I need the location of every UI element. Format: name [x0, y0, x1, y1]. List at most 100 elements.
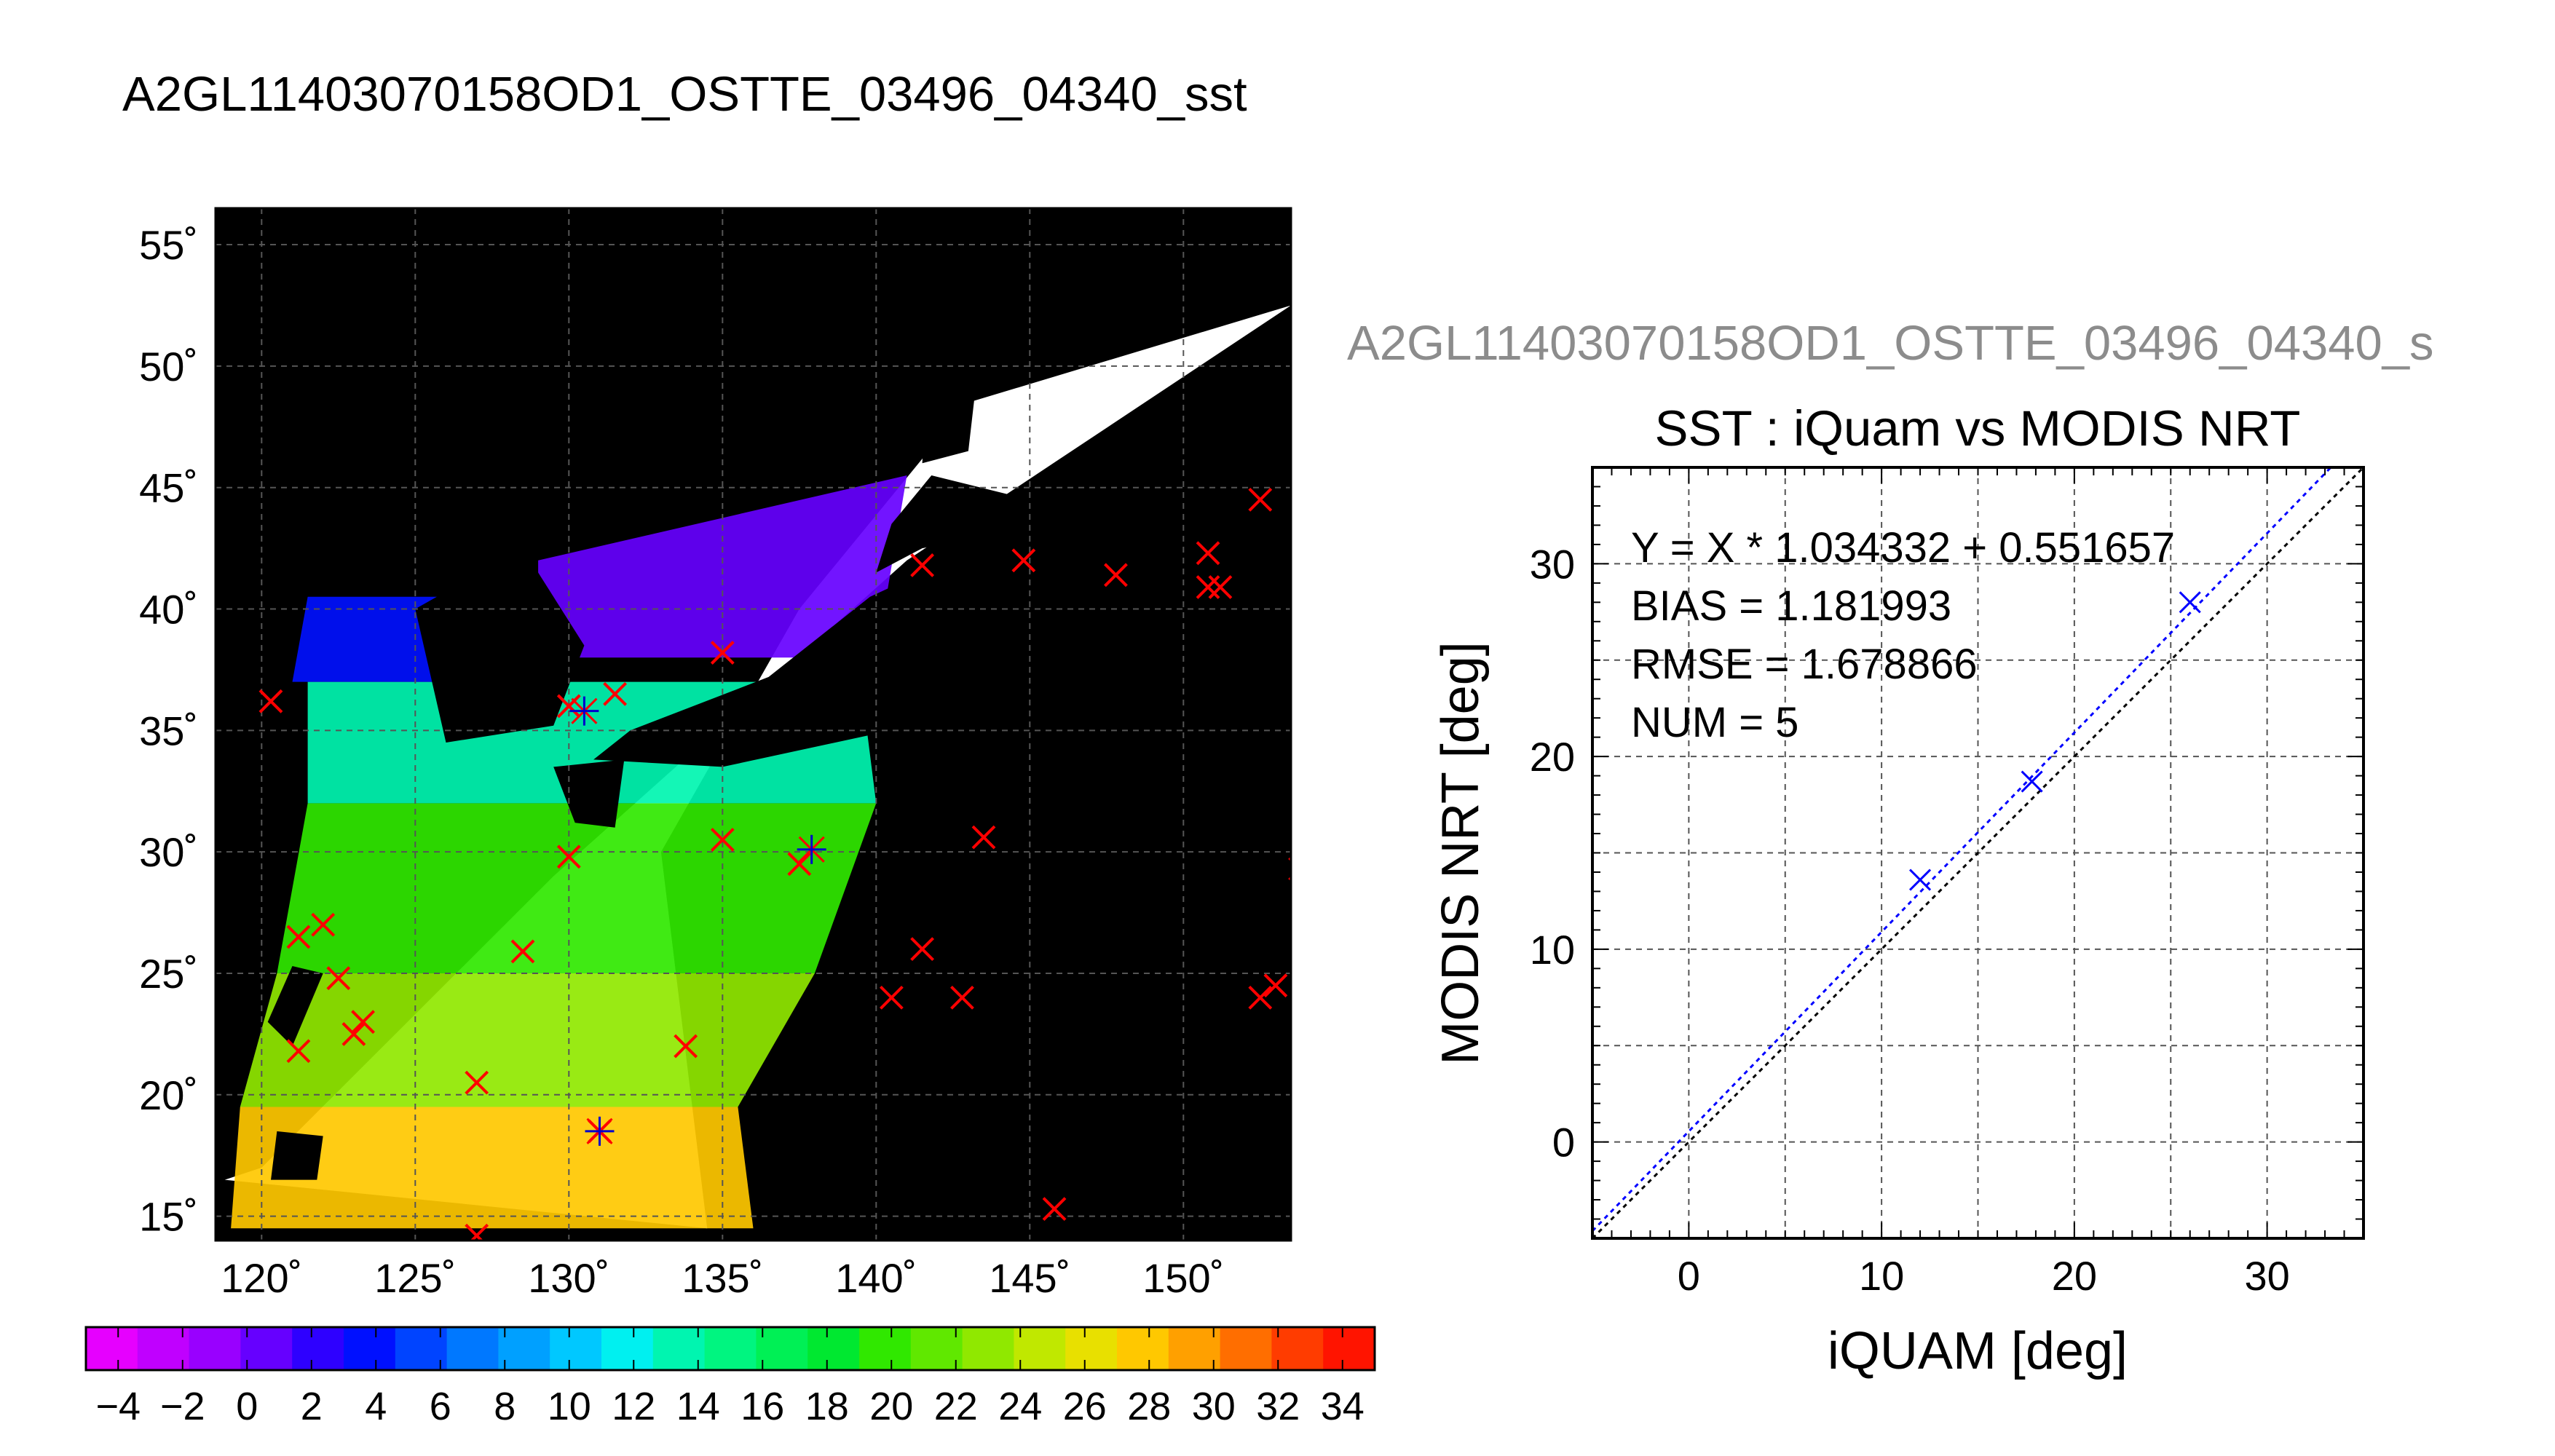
scatter-points: [1909, 591, 2201, 891]
scatter-x-tick-label: 20: [2052, 1253, 2097, 1299]
map-lat-tick-label: 15˚: [139, 1194, 198, 1240]
identity-line: [1592, 467, 2364, 1238]
stats-line-num: NUM = 5: [1631, 699, 1798, 746]
colorbar-tick-label: 0: [236, 1385, 258, 1428]
land-taiwan: [267, 966, 323, 1047]
sst-map: 15˚ 20˚ 25˚ 30˚ 35˚ 40˚ 45˚ 50˚ 55˚ 120˚ 125˚ 130˚ 1…: [139, 207, 1292, 1301]
colorbar-tick-label: 6: [430, 1385, 451, 1428]
matched-star-marker: [797, 834, 826, 864]
colorbar-tick-label: −4: [95, 1385, 141, 1428]
colorbar-cell: [756, 1327, 808, 1370]
land-masks: [267, 256, 1046, 1180]
stats-box: Y = X * 1.034332 + 0.551657 BIAS = 1.181…: [1631, 524, 2175, 746]
scatter-y-tick-label: 30: [1530, 541, 1575, 587]
colorbar-tick-label: 34: [1321, 1385, 1365, 1428]
colorbar-cell: [86, 1327, 138, 1370]
stats-line-bias: BIAS = 1.181993: [1631, 582, 1951, 630]
map-lat-tick-label: 55˚: [139, 222, 198, 268]
colorbar-cell: [1065, 1327, 1118, 1370]
red-x-marker: [556, 694, 581, 719]
colorbar-tick-label: 26: [1063, 1385, 1107, 1428]
red-x-marker: [510, 939, 535, 964]
red-x-marker: [910, 937, 935, 962]
colorbar-tick-label: 2: [301, 1385, 323, 1428]
scatter-y-tick-label: 10: [1530, 927, 1575, 973]
colorbar-cell: [189, 1327, 241, 1370]
main-title: A2GL11403070158OD1_OSTTE_03496_04340_sst: [122, 67, 1247, 122]
land-korea: [415, 548, 585, 743]
sst-band: [231, 1107, 754, 1229]
red-x-marker: [879, 985, 904, 1010]
colorbar-cell: [652, 1327, 706, 1370]
sst-band: [277, 803, 877, 973]
red-x-marker: [1208, 575, 1233, 599]
matched-star-marker: [569, 696, 599, 726]
map-lon-tick-label: 130˚: [528, 1255, 609, 1301]
map-lat-tick-label: 20˚: [139, 1072, 198, 1118]
map-lon-tick-label: 125˚: [374, 1255, 456, 1301]
map-lat-tick-label: 50˚: [139, 344, 198, 389]
colorbar-tick-label: 10: [548, 1385, 591, 1428]
colorbar-cell: [1220, 1327, 1272, 1370]
red-x-marker: [1263, 973, 1288, 998]
right-header: A2GL11403070158OD1_OSTTE_03496_04340_s: [1347, 316, 2434, 371]
scatter-plot: SST : iQuam vs MODIS NRT 0 10 20 300102030 …: [1431, 400, 2365, 1380]
red-x-marker: [1248, 985, 1273, 1010]
colorbar-cell: [807, 1327, 860, 1370]
scatter-x-label: iQUAM [deg]: [1828, 1322, 2128, 1380]
colorbar-cell: [446, 1327, 499, 1370]
colorbar-cell: [395, 1327, 448, 1370]
scatter-ticks: 0 10 20 30 0 10 20 30: [1530, 467, 2364, 1299]
scatter-point: [2179, 591, 2201, 614]
map-lon-tick-label: 120˚: [221, 1255, 302, 1301]
map-lon-tick-label: 145˚: [989, 1255, 1070, 1301]
scatter-x-tick-label: 10: [1859, 1253, 1904, 1299]
red-x-marker: [787, 852, 812, 877]
red-x-marker: [311, 912, 336, 937]
red-x-marker: [286, 1039, 311, 1064]
map-lat-tick-label: 30˚: [139, 829, 198, 875]
red-x-marker: [710, 641, 735, 665]
colorbar-tick-label: 22: [934, 1385, 978, 1428]
map-lon-tick-label: 135˚: [682, 1255, 763, 1301]
red-x-marker: [326, 966, 351, 991]
map-lon-tick-label: 140˚: [835, 1255, 917, 1301]
fit-line: [1592, 467, 2333, 1232]
colorbar-tick-label: 32: [1256, 1385, 1300, 1428]
colorbar-cell: [1323, 1327, 1375, 1370]
land-sakhalin: [922, 256, 984, 464]
red-x-marker: [1196, 541, 1220, 566]
land-kyushu: [553, 759, 625, 828]
red-x-marker: [351, 1010, 375, 1034]
stats-line-rmse: RMSE = 1.678866: [1631, 641, 1978, 688]
colorbar-tick-label: 12: [612, 1385, 655, 1428]
red-x-marker: [465, 1070, 489, 1095]
colorbar-cell: [240, 1327, 293, 1370]
matched-star-marker: [585, 1116, 615, 1146]
scatter-title: SST : iQuam vs MODIS NRT: [1655, 400, 2301, 456]
colorbar-cell: [962, 1327, 1014, 1370]
red-x-marker: [1042, 1197, 1067, 1222]
red-x-marker: [1011, 548, 1036, 573]
colorbar-tick-label: 24: [998, 1385, 1042, 1428]
colorbar-frame: [84, 1326, 1376, 1372]
colorbar-tick-label: 4: [365, 1385, 387, 1428]
map-lat-tick-label: 40˚: [139, 587, 198, 633]
colorbar-tick-label: −2: [160, 1385, 205, 1428]
scatter-x-tick-label: 30: [2244, 1253, 2289, 1299]
colorbar-cell: [1271, 1327, 1324, 1370]
red-x-marker: [950, 985, 974, 1010]
red-x-marker: [258, 689, 283, 713]
colorbar-tick-label: 14: [676, 1385, 720, 1428]
colorbar-cell: [704, 1327, 757, 1370]
colorbar-cell: [601, 1327, 654, 1370]
colorbar-cell: [498, 1327, 550, 1370]
map-grid: [216, 208, 1291, 1241]
colorbar-cell: [1168, 1327, 1221, 1370]
sst-band: [240, 973, 815, 1107]
red-x-marker: [556, 844, 581, 869]
stats-line-fit: Y = X * 1.034332 + 0.551657: [1631, 524, 2175, 571]
colorbar-tick-label: 20: [869, 1385, 913, 1428]
colorbar-cell: [550, 1327, 602, 1370]
colorbar-tick-label: 16: [741, 1385, 784, 1428]
